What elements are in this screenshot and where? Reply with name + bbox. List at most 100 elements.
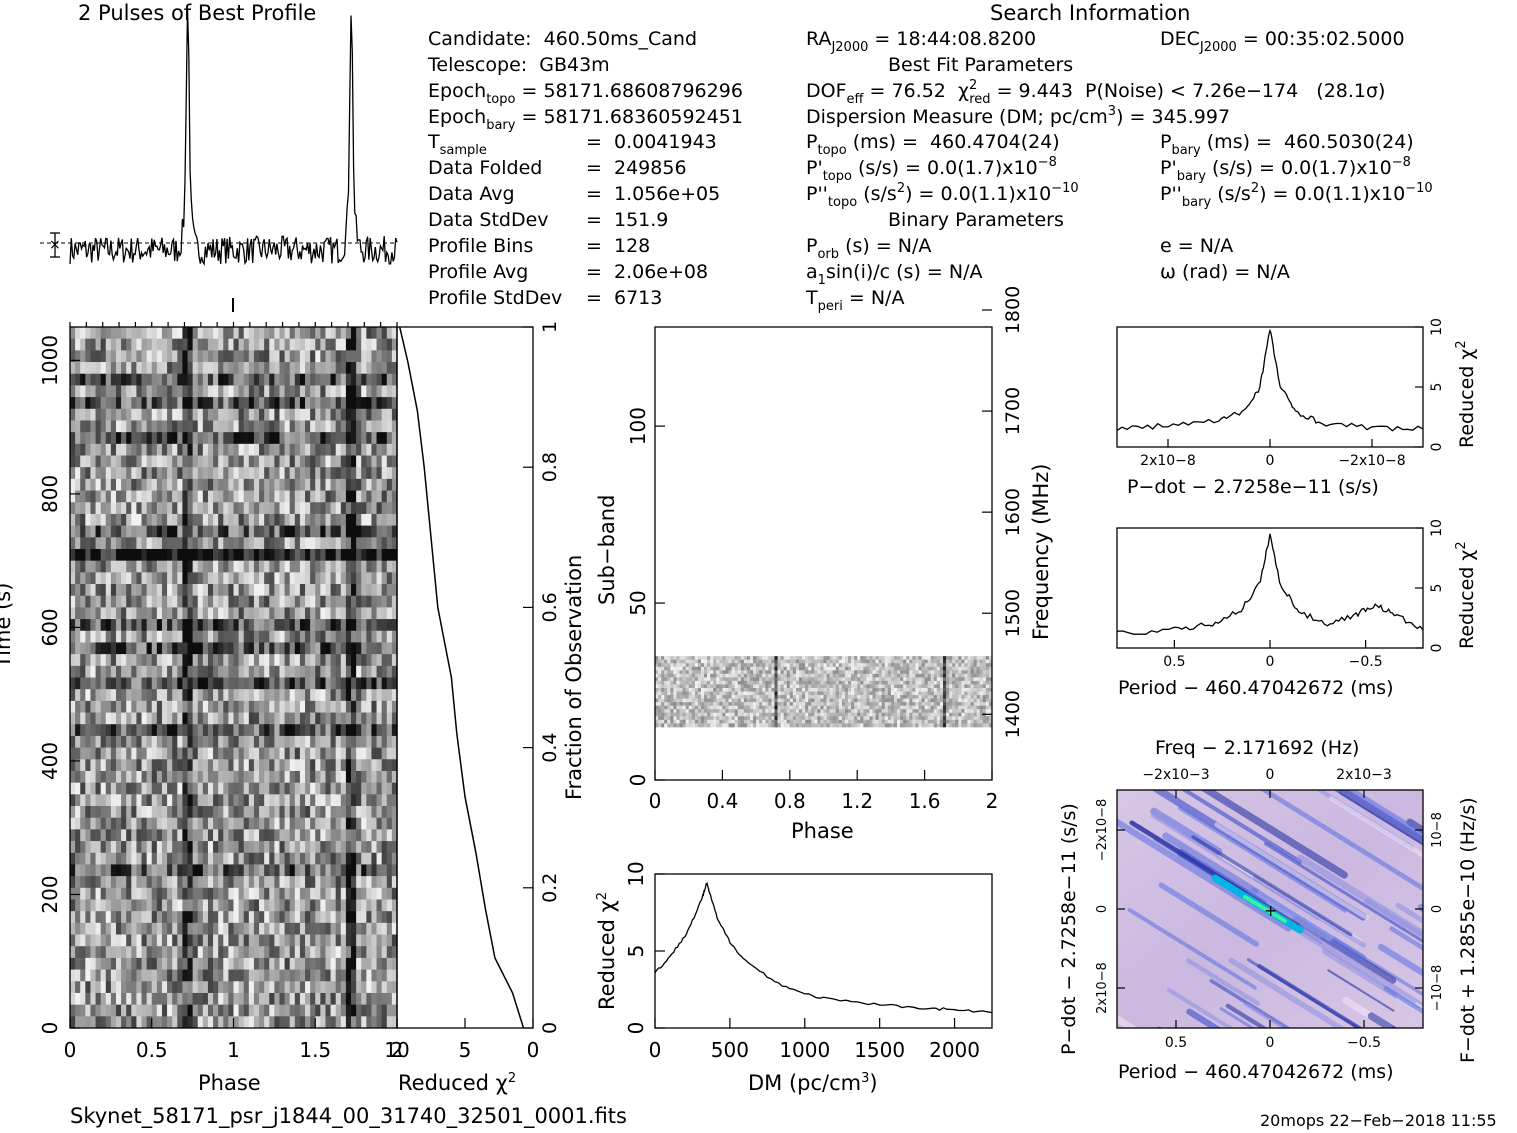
subband-cell: [921, 656, 925, 661]
heat-cell: [115, 397, 122, 410]
heat-cell: [279, 455, 285, 468]
subband-cell: [878, 656, 883, 661]
subband-cell: [927, 673, 932, 678]
heat-cell: [177, 455, 183, 468]
heat-cell: [223, 584, 229, 597]
subband-cell: [921, 680, 925, 685]
heat-cell: [151, 876, 158, 889]
heat-cell: [75, 992, 81, 1006]
subband-cell: [716, 687, 720, 692]
heat-cell: [70, 969, 76, 982]
heat-cell: [131, 992, 137, 1006]
heat-cell: [223, 548, 229, 562]
heat-cell: [80, 432, 86, 445]
heat-cell: [228, 689, 234, 702]
heat-cell: [172, 350, 178, 363]
subband-cell: [869, 684, 873, 689]
heat-cell: [289, 654, 296, 667]
subband-cell: [823, 673, 827, 678]
heat-cell: [218, 806, 224, 819]
heat-cell: [299, 992, 306, 1006]
heat-cell: [299, 502, 306, 515]
heat-cell: [207, 502, 214, 515]
subband-cell: [740, 684, 745, 689]
heat-cell: [182, 864, 188, 877]
heat-cell: [131, 782, 137, 795]
heat-cell: [381, 934, 388, 947]
heat-cell: [197, 957, 204, 970]
heat-cell: [218, 817, 224, 830]
heat-cell: [161, 490, 168, 503]
heat-cell: [218, 735, 224, 748]
subband-cell: [734, 687, 739, 692]
heat-cell: [381, 443, 388, 456]
heat-cell: [366, 911, 372, 924]
heat-cell: [274, 537, 280, 550]
subband-cell: [694, 670, 699, 675]
heat-cell: [182, 420, 188, 433]
heat-cell: [126, 560, 132, 573]
heat-cell: [197, 338, 204, 351]
heat-cell: [340, 911, 347, 924]
heat-cell: [177, 864, 183, 877]
heat-cell: [100, 817, 107, 830]
heat-cell: [305, 572, 311, 585]
subband-cell: [707, 656, 711, 661]
heat-cell: [264, 595, 270, 608]
heat-cell: [156, 595, 163, 608]
heat-cell: [202, 911, 209, 924]
heat-cell: [90, 350, 96, 363]
heat-cell: [110, 794, 117, 807]
heat-cell: [100, 373, 107, 386]
heat-cell: [228, 782, 234, 795]
heat-cell: [115, 876, 122, 889]
subband-cell: [771, 680, 775, 685]
heat-cell: [366, 478, 372, 491]
heat-cell: [238, 327, 245, 340]
heat-cell: [75, 747, 81, 760]
heat-cell: [228, 806, 234, 819]
heat-cell: [386, 806, 393, 819]
heat-cell: [371, 1016, 377, 1029]
heat-cell: [192, 478, 199, 491]
heat-cell: [325, 373, 331, 386]
heat-cell: [310, 490, 316, 503]
heat-cell: [351, 981, 357, 994]
heat-cell: [228, 373, 234, 386]
heat-cell: [386, 560, 393, 573]
heat-cell: [284, 992, 291, 1006]
heat-cell: [320, 572, 326, 585]
heat-cell: [381, 689, 388, 702]
heat-cell: [366, 957, 372, 970]
heat-cell: [223, 385, 229, 398]
subband-cell: [897, 677, 901, 682]
heat-cell: [90, 922, 96, 935]
heat-cell: [299, 899, 306, 912]
heat-cell: [371, 525, 377, 538]
heat-cell: [376, 607, 383, 620]
heat-cell: [325, 712, 331, 725]
subband-cell: [844, 680, 849, 685]
heat-cell: [100, 712, 107, 725]
heat-cell: [299, 478, 306, 491]
heat-cell: [315, 689, 321, 702]
heat-cell: [121, 864, 127, 877]
heat-cell: [361, 478, 367, 491]
heat-cell: [197, 560, 204, 573]
heat-cell: [294, 548, 301, 562]
heat-cell: [85, 607, 91, 620]
heat-cell: [351, 700, 357, 713]
heat-cell: [110, 560, 117, 573]
heat-cell: [223, 373, 229, 386]
heat-cell: [391, 373, 398, 386]
heat-cell: [299, 689, 306, 702]
heat-cell: [75, 957, 81, 970]
heat-cell: [289, 852, 296, 865]
heat-cell: [223, 946, 229, 959]
subband-cell: [780, 670, 785, 675]
subband-cell: [838, 677, 843, 682]
heat-cell: [126, 759, 132, 772]
heat-cell: [115, 782, 122, 795]
subband-cell: [881, 684, 886, 689]
heat-cell: [289, 607, 296, 620]
